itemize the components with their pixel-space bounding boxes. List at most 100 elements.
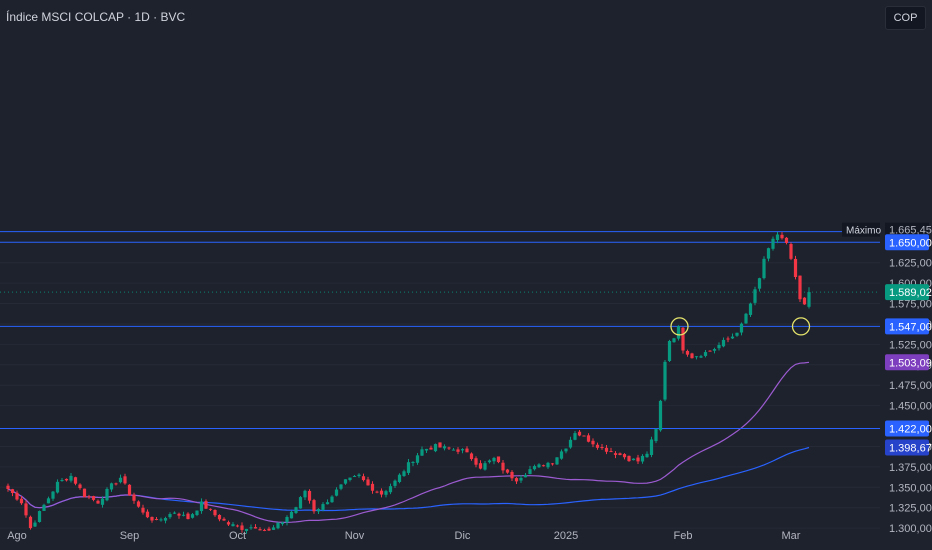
- candle-body: [64, 478, 69, 481]
- candle-body: [784, 237, 789, 243]
- candle-body: [478, 463, 483, 469]
- candle-body: [298, 497, 303, 509]
- time-label: Nov: [345, 530, 365, 542]
- candle-body: [456, 449, 460, 452]
- candle-body: [735, 332, 739, 336]
- candle-body: [613, 453, 618, 455]
- candle-body: [595, 444, 600, 448]
- candle-body: [798, 275, 802, 300]
- candle-body: [672, 338, 676, 343]
- candle-body: [469, 453, 474, 460]
- candle-body: [73, 477, 78, 484]
- touch-circle: [670, 317, 689, 336]
- candle-body: [366, 479, 370, 486]
- candle-body: [645, 453, 649, 458]
- candle-body: [307, 490, 312, 501]
- candle-body: [226, 522, 231, 525]
- candle-body: [519, 477, 523, 481]
- candle-body: [24, 503, 28, 516]
- ma-fast-badge-bg: [885, 354, 929, 371]
- price-tick-label: 1.350,00: [889, 482, 932, 494]
- candle-body: [240, 525, 244, 530]
- candle-body: [33, 522, 37, 527]
- time-label: Dic: [455, 530, 471, 542]
- candle-body: [222, 518, 226, 521]
- candle-body: [649, 439, 654, 455]
- candle-body: [334, 489, 339, 496]
- candle-body: [582, 435, 586, 437]
- candle-body: [415, 455, 420, 463]
- candle-body: [294, 507, 298, 513]
- candle-body: [163, 518, 168, 521]
- candle-body: [420, 449, 424, 456]
- candle-body: [397, 474, 402, 483]
- candle-body: [348, 477, 352, 480]
- candle-body: [37, 511, 42, 522]
- candle-body: [330, 496, 334, 503]
- candles: [6, 231, 811, 534]
- candle-body: [537, 464, 541, 468]
- ma-slow-badge-bg: [885, 439, 929, 456]
- level-badge-bg: [885, 420, 929, 437]
- candle-body: [609, 451, 613, 453]
- max-value-label: 1.665,45: [889, 225, 932, 237]
- candle-body: [780, 234, 784, 239]
- candle-body: [429, 447, 433, 450]
- candle-body: [384, 491, 388, 495]
- candle-body: [424, 448, 429, 451]
- candle-body: [231, 524, 235, 527]
- candle-body: [244, 528, 249, 532]
- candle-body: [10, 489, 15, 493]
- price-tick-label: 1.450,00: [889, 401, 932, 413]
- price-tick-label: 1.375,00: [889, 462, 932, 474]
- horizontal-levels[interactable]: [0, 231, 880, 429]
- candle-body: [762, 258, 766, 279]
- candle-body: [159, 519, 163, 521]
- currency-button[interactable]: COP: [885, 6, 926, 30]
- price-tick-label: 1.575,00: [889, 299, 932, 311]
- candle-body: [262, 529, 267, 531]
- candle-body: [433, 444, 438, 452]
- candle-body: [694, 356, 699, 358]
- candle-body: [546, 462, 550, 468]
- candle-body: [559, 451, 564, 459]
- candle-body: [564, 448, 568, 452]
- candle-body: [555, 457, 559, 465]
- candle-body: [285, 517, 289, 523]
- candle-body: [505, 469, 510, 473]
- candle-body: [132, 494, 136, 501]
- candle-body: [721, 339, 726, 347]
- candle-body: [105, 488, 109, 501]
- price-tick-label: 1.625,00: [889, 258, 932, 270]
- candle-body: [87, 496, 91, 498]
- time-label: Feb: [674, 530, 693, 542]
- candle-body: [136, 501, 141, 507]
- candle-body: [523, 474, 528, 478]
- candle-body: [204, 501, 208, 509]
- candle-body: [699, 356, 703, 358]
- candle-body: [532, 466, 537, 470]
- candle-body: [726, 338, 730, 340]
- candle-body: [676, 326, 681, 339]
- candle-body: [541, 465, 546, 467]
- candle-body: [460, 449, 465, 451]
- candle-body: [154, 518, 159, 520]
- candle-body: [591, 440, 595, 445]
- touch-circles: [670, 317, 811, 336]
- ma-slow-badge: 1.398,67: [889, 443, 932, 455]
- candle-body: [411, 461, 415, 464]
- candle-body: [712, 349, 717, 351]
- candle-body: [730, 336, 735, 339]
- candle-body: [568, 439, 573, 448]
- candle-body: [744, 313, 748, 324]
- candle-body: [267, 528, 271, 531]
- candle-body: [361, 476, 366, 481]
- candle-body: [685, 350, 690, 355]
- candle-body: [199, 501, 204, 512]
- level-badge-bg: [885, 234, 929, 251]
- moving-averages: [7, 361, 810, 523]
- candle-body: [46, 498, 51, 504]
- candle-body: [28, 516, 33, 529]
